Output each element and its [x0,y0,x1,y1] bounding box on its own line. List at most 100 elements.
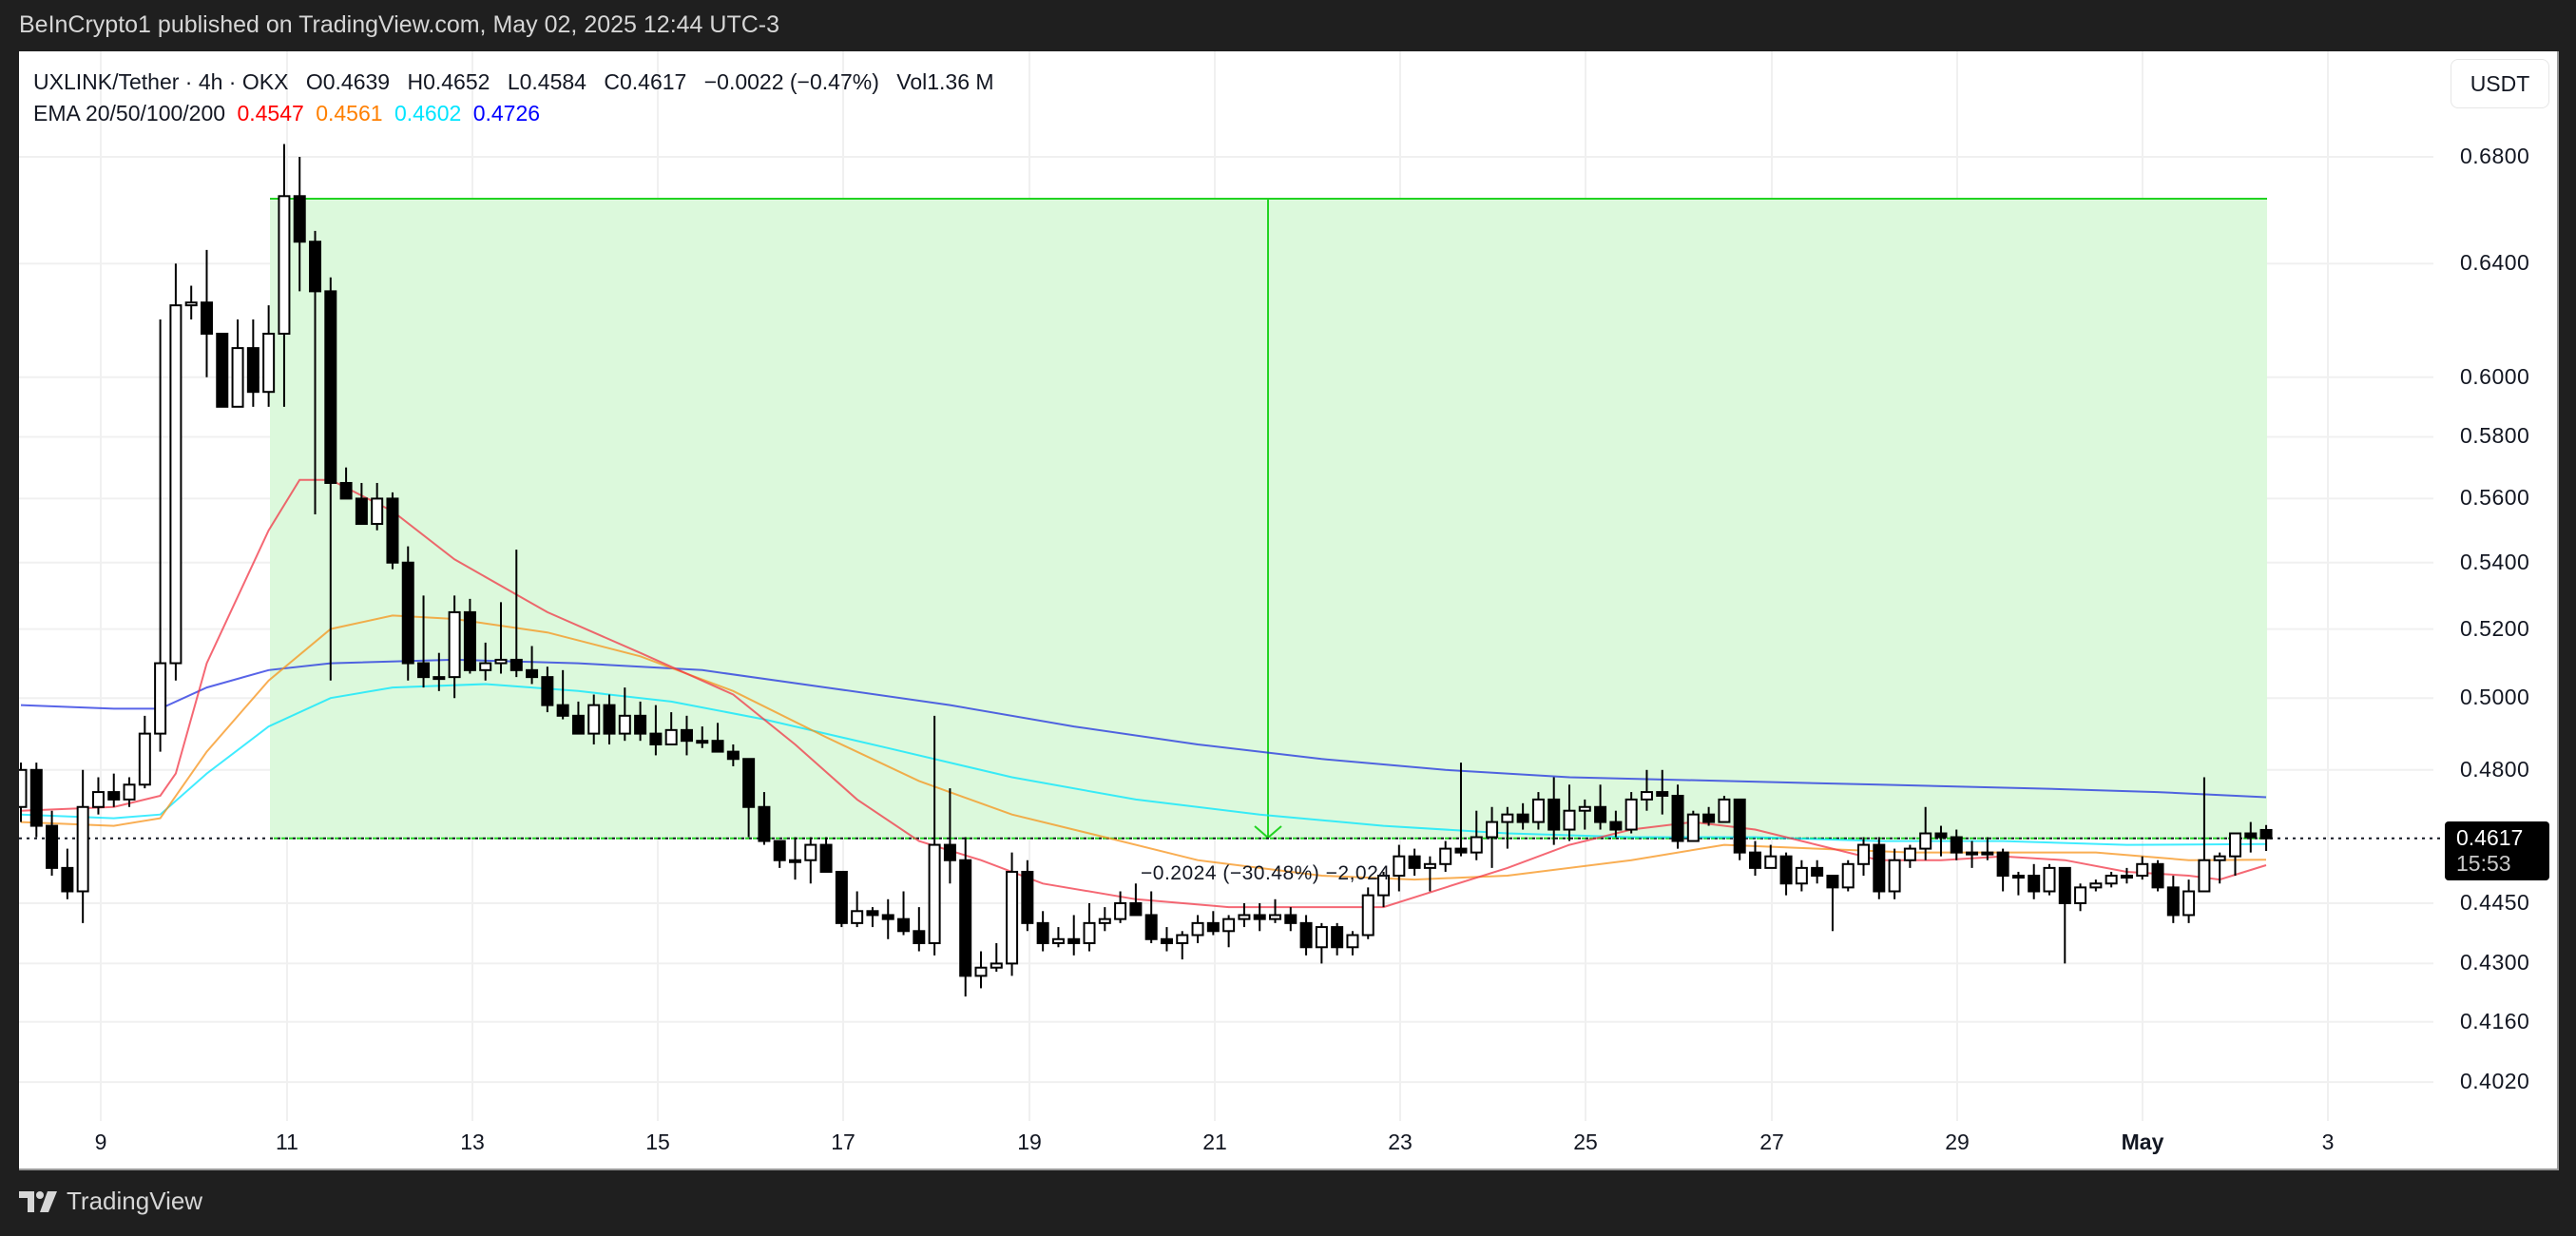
candle-up [1191,921,1204,937]
price-tick-label: 0.5800 [2460,423,2530,449]
candle-down [649,732,663,745]
price-tick-label: 0.5600 [2460,485,2530,511]
candle-down [1516,813,1529,823]
time-tick-label: 27 [1759,1130,1784,1154]
time-tick-label: 17 [831,1130,855,1154]
candle-up [371,497,384,526]
candle-up [587,704,601,735]
chart-legend: UXLINK/Tether · 4h · OKX O0.4639 H0.4652… [33,67,1006,129]
candle-up [494,658,508,665]
candle-down [509,658,523,671]
candle-down [1811,866,1824,878]
candle-down [2244,832,2258,839]
time-tick-label: 11 [276,1130,298,1154]
time-tick-label: May [2121,1130,2164,1154]
ema-label: EMA 20/50/100/200 [33,101,226,126]
last-price-value: 0.4617 [2456,825,2524,850]
candle-up [1795,866,1808,885]
candle-up [448,610,461,679]
candle-up [123,783,136,801]
time-tick-label: 23 [1388,1130,1413,1154]
candle-up [2089,882,2103,889]
candle-up [2213,855,2226,861]
tradingview-logo-icon [19,1190,57,1212]
candle-down [1036,921,1049,945]
candle-up [1083,921,1096,945]
candle-down [1129,901,1143,917]
candle-up [664,728,678,745]
ema100-value: 0.4602 [394,101,462,126]
candle-up [1222,917,1236,933]
ohlc-row: UXLINK/Tether · 4h · OKX O0.4639 H0.4652… [33,67,1006,98]
candle-down [1779,855,1793,885]
time-tick-label: 3 [2321,1130,2335,1154]
candle-down [1656,791,1669,797]
candle-down [742,758,756,808]
publish-header: BeInCrypto1 published on TradingView.com… [0,0,2576,51]
candle-down [1733,798,1746,854]
candle-down [200,301,213,335]
candle-down [2058,866,2071,904]
time-tick-label: 25 [1573,1130,1598,1154]
candle-up [1423,862,1436,869]
price-tick-label: 0.4020 [2460,1069,2530,1094]
candle-down [1826,875,1839,889]
candle-down [1594,805,1607,823]
candle-up [1315,926,1328,949]
candle-up [184,301,198,307]
price-range-label: −0.2024 (−30.48%) −2,024 [1141,862,1391,884]
candle-up [1686,813,1700,842]
ema-row[interactable]: EMA 20/50/100/200 0.4547 0.4561 0.4602 0… [33,98,1006,129]
candle-up [1098,917,1111,924]
candle-up [479,662,492,671]
candle-down [773,840,786,861]
candle-down [1160,937,1173,945]
candle-up [1346,934,1359,949]
change-value: −0.0022 (−0.47%) [703,69,879,94]
time-tick-label: 19 [1017,1130,1042,1154]
candle-down [1748,851,1761,869]
candle-up [2198,859,2211,893]
currency-button[interactable]: USDT [2451,59,2549,108]
candle-down [1331,926,1344,949]
candle-down [1206,921,1220,933]
candle-down [355,497,368,526]
candle-down [29,768,43,827]
candle-up [262,332,276,394]
candle-up [1486,821,1499,839]
candle-down [1408,855,1421,869]
candle-up [1718,798,1731,823]
footer-brand-label: TradingView [67,1187,203,1215]
low-value: L0.4584 [507,69,586,94]
candle-up [1361,894,1375,937]
time-tick-label: 15 [645,1130,670,1154]
candle-down [541,676,554,706]
candle-up [990,962,1003,969]
candle-up [1439,847,1452,865]
candle-up [1841,862,1855,889]
symbol-label[interactable]: UXLINK/Tether · 4h · OKX [33,69,289,94]
candle-down [603,704,616,735]
candle-up [618,714,631,735]
close-value: C0.4617 [604,69,687,94]
candle-up [1377,875,1391,897]
candle-down [1299,921,1313,949]
ema20-value: 0.4547 [237,101,304,126]
candle-up [1857,843,1871,865]
candle-up [928,843,941,945]
candle-up [2182,890,2196,917]
candle-up [138,732,151,786]
candle-down [526,668,539,679]
candle-down [216,332,229,408]
price-tick-label: 0.4300 [2460,950,2530,975]
chart-panel[interactable] [19,51,2559,1170]
price-tick-label: 0.6400 [2460,250,2530,276]
candle-down [1671,794,1684,842]
candle-up [2011,875,2025,879]
price-chart[interactable] [19,51,2557,1168]
candle-down [1702,813,1716,823]
candle-up [1268,914,1281,920]
candle-up [1578,805,1591,812]
candle-down [309,241,322,293]
candle-up [1919,832,1932,850]
